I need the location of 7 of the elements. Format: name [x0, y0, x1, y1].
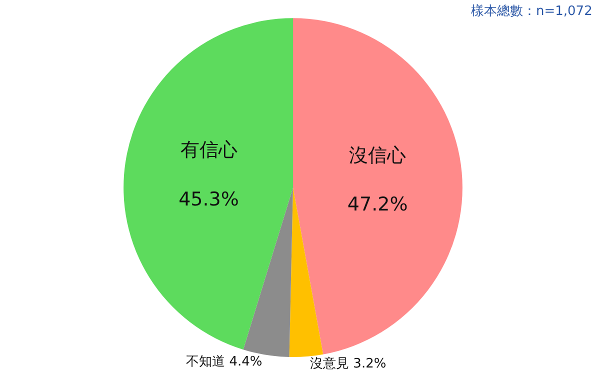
slice-label: 沒信心 [349, 144, 406, 166]
slice-label: 不知道 4.4% [186, 354, 262, 370]
data-label: 47.2% [347, 194, 408, 216]
data-label: 45.3% [178, 188, 239, 211]
slice-label: 有信心 [180, 139, 238, 162]
slice-label: 沒意見 3.2% [310, 356, 386, 372]
text: 樣本總數：n=1,072 [471, 4, 592, 19]
